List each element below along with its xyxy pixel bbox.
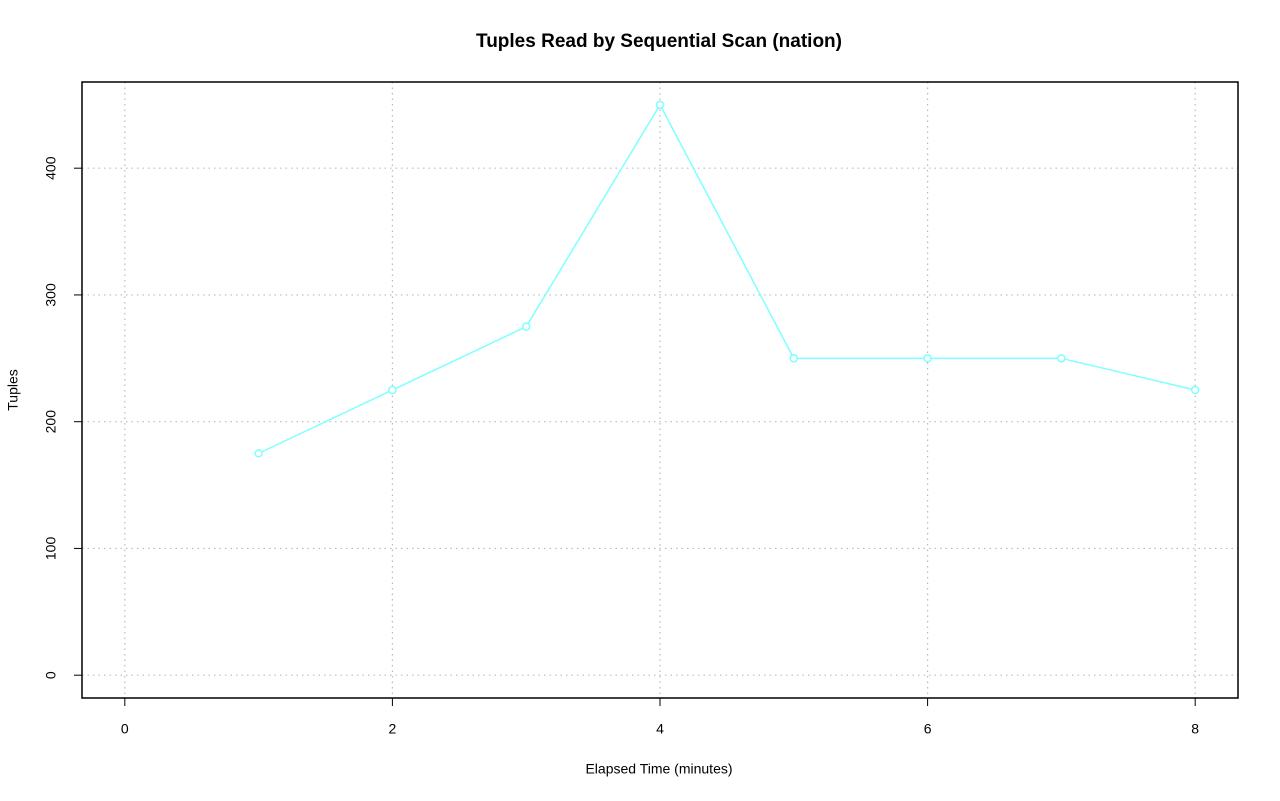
series-line (258, 103, 1196, 455)
data-point (923, 354, 932, 363)
x-tick-label: 4 (656, 721, 664, 737)
y-axis-label: Tuples (5, 369, 21, 411)
y-tick-label: 100 (43, 537, 59, 561)
y-tick-label: 200 (43, 410, 59, 434)
x-tick-label: 0 (121, 721, 129, 737)
data-point (789, 354, 799, 363)
data-point (1190, 385, 1200, 395)
y-tick-label: 300 (43, 283, 59, 307)
data-point (254, 449, 263, 458)
x-tick-label: 6 (924, 721, 932, 737)
data-point (388, 385, 397, 395)
data-point (655, 100, 665, 110)
y-tick-label: 400 (43, 156, 59, 180)
x-tick-label: 8 (1191, 721, 1199, 737)
data-point (521, 322, 531, 331)
plot-frame (81, 81, 1239, 699)
x-axis-label: Elapsed Time (minutes) (585, 761, 732, 777)
y-tick-label: 0 (43, 671, 59, 679)
chart-title: Tuples Read by Sequential Scan (nation) (476, 31, 842, 52)
data-point (1057, 354, 1066, 363)
x-tick-label: 2 (389, 721, 397, 737)
